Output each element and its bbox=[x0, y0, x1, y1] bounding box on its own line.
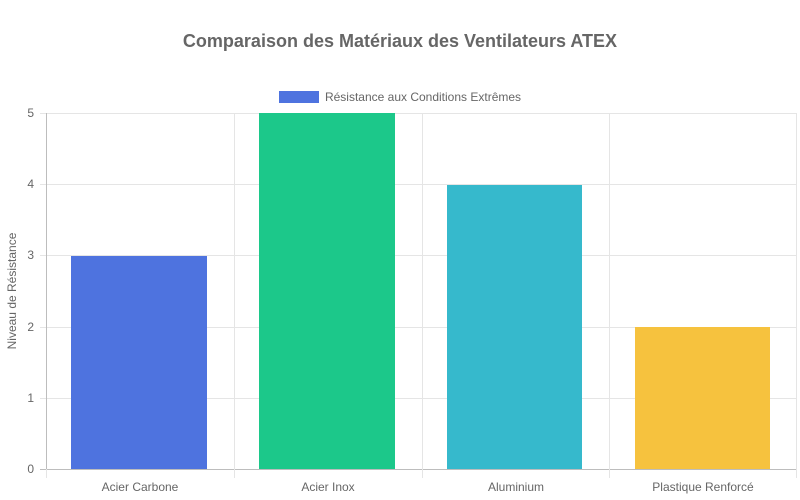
gridline bbox=[609, 113, 610, 469]
y-tick bbox=[40, 184, 46, 185]
gridline bbox=[46, 113, 797, 114]
x-tick-label: Plastique Renforcé bbox=[652, 480, 754, 494]
legend[interactable]: Résistance aux Conditions Extrêmes bbox=[0, 90, 800, 104]
x-tick bbox=[422, 469, 423, 478]
x-tick bbox=[46, 469, 47, 478]
x-tick bbox=[609, 469, 610, 478]
x-tick bbox=[234, 469, 235, 478]
y-tick-label: 3 bbox=[27, 248, 34, 262]
x-tick-label: Acier Inox bbox=[301, 480, 355, 494]
y-axis-title: Niveau de Résistance bbox=[5, 232, 19, 350]
y-tick bbox=[40, 398, 46, 399]
bar-acier-inox[interactable] bbox=[259, 113, 395, 469]
x-tick-label: Aluminium bbox=[487, 480, 544, 494]
x-axis bbox=[40, 469, 797, 470]
y-tick bbox=[40, 327, 46, 328]
chart-title: Comparaison des Matériaux des Ventilateu… bbox=[182, 31, 618, 51]
y-tick-label: 1 bbox=[27, 391, 34, 405]
gridline bbox=[46, 327, 797, 328]
gridline bbox=[46, 255, 797, 256]
legend-swatch bbox=[278, 91, 319, 103]
bar-aluminium[interactable] bbox=[447, 185, 582, 469]
bar-acier-carbone[interactable] bbox=[71, 256, 207, 469]
x-tick bbox=[796, 469, 797, 478]
gridline bbox=[234, 113, 235, 469]
plot-area bbox=[46, 113, 797, 469]
y-tick-label: 4 bbox=[27, 177, 34, 191]
y-tick bbox=[40, 113, 46, 114]
y-tick-label: 0 bbox=[27, 462, 34, 476]
gridline bbox=[422, 113, 423, 469]
gridline bbox=[46, 398, 797, 399]
legend-label: Résistance aux Conditions Extrêmes bbox=[324, 90, 522, 104]
y-tick-label: 2 bbox=[27, 320, 34, 334]
bar-plastique-renforce[interactable] bbox=[635, 327, 770, 469]
y-tick-label: 5 bbox=[27, 106, 34, 120]
y-axis bbox=[46, 113, 47, 478]
y-tick bbox=[40, 255, 46, 256]
x-tick-label: Acier Carbone bbox=[101, 480, 179, 494]
gridline bbox=[796, 113, 797, 469]
gridline bbox=[46, 184, 797, 185]
